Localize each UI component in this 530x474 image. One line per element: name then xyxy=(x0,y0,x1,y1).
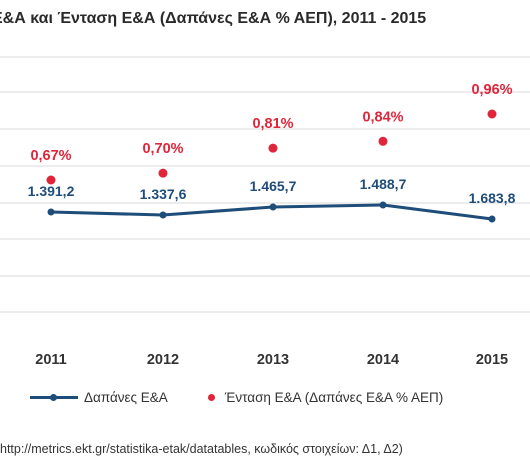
scatter-data-label: 0,96% xyxy=(471,82,512,98)
scatter-point xyxy=(46,175,56,185)
legend-item-dapanes: Δαπάνες Ε&Α xyxy=(30,390,168,405)
chart-marks: 1.391,2 1.337,6 1.465,7 1.488,7 1.683,8 0,67%… xyxy=(28,82,516,368)
scatter-data-label: 0,84% xyxy=(362,109,403,125)
x-tick-label: 2015 xyxy=(476,352,508,368)
x-tick-label: 2011 xyxy=(35,352,66,368)
scatter-data-label: 0,67% xyxy=(30,148,71,164)
scatter-point xyxy=(158,168,168,178)
line-data-label: 1.465,7 xyxy=(250,178,297,194)
line-data-label: 1.683,8 xyxy=(469,190,516,206)
scatter-point xyxy=(487,109,497,119)
line-point xyxy=(159,211,167,219)
scatter-data-label: 0,70% xyxy=(142,141,183,157)
scatter-data-label: 0,81% xyxy=(252,116,293,132)
legend-label-entasi: Ένταση Ε&Α (Δαπάνες Ε&Α % ΑΕΠ) xyxy=(224,389,444,405)
line-data-label: 1.488,7 xyxy=(360,176,407,192)
gridlines xyxy=(0,56,530,313)
legend: Δαπάνες Ε&Α Ένταση Ε&Α (Δαπάνες Ε&Α % ΑΕ… xyxy=(30,386,483,408)
line-point xyxy=(47,208,55,216)
line-data-label: 1.391,2 xyxy=(28,183,75,199)
line-data-label: 1.337,6 xyxy=(140,186,187,202)
line-chart: 1.391,2 1.337,6 1.465,7 1.488,7 1.683,8 0,67%… xyxy=(0,56,530,368)
x-tick-label: 2013 xyxy=(257,352,289,368)
legend-line-marker xyxy=(30,393,78,401)
legend-dot-marker xyxy=(207,393,215,401)
line-point xyxy=(488,215,496,223)
chart-title: Ε&Α και Ένταση Ε&Α (Δαπάνες Ε&Α % ΑΕΠ), … xyxy=(0,10,427,27)
line-point xyxy=(379,201,387,209)
legend-item-entasi: Ένταση Ε&Α (Δαπάνες Ε&Α % ΑΕΠ) xyxy=(207,389,444,405)
line-point xyxy=(269,203,277,211)
scatter-point xyxy=(378,136,388,146)
x-tick-label: 2012 xyxy=(147,352,179,368)
scatter-point xyxy=(268,143,278,153)
source-note: http://metrics.ekt.gr/statistika-etak/da… xyxy=(0,442,403,456)
x-tick-label: 2014 xyxy=(367,352,399,368)
legend-label-dapanes: Δαπάνες Ε&Α xyxy=(84,389,168,405)
